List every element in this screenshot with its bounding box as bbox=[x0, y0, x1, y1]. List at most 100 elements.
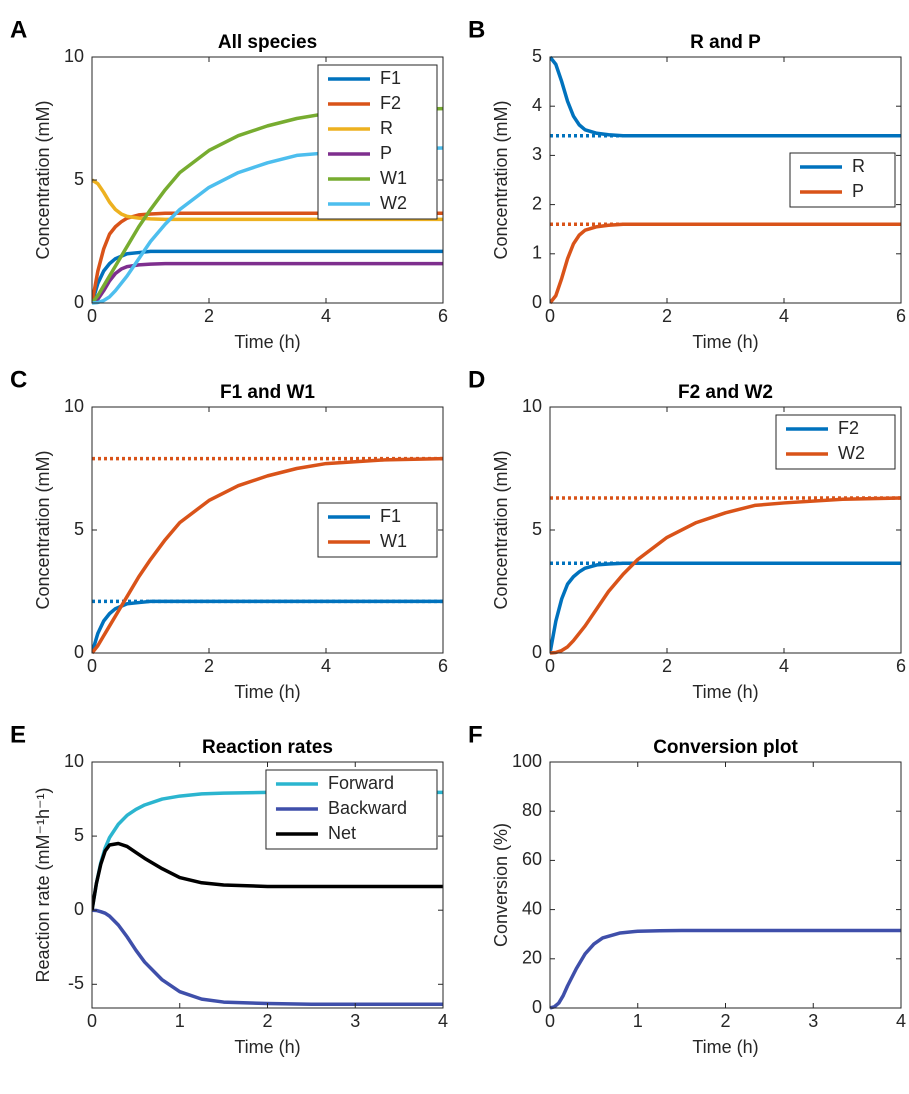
x-tick-label: 6 bbox=[896, 306, 906, 326]
x-tick-label: 3 bbox=[808, 1011, 818, 1031]
y-tick-label: 3 bbox=[532, 144, 542, 164]
y-tick-label: 0 bbox=[532, 642, 542, 662]
series-line bbox=[92, 456, 443, 655]
legend-box bbox=[317, 502, 438, 558]
panel-label: B bbox=[468, 16, 485, 43]
legend-label: W2 bbox=[838, 443, 865, 463]
y-tick-label: 5 bbox=[532, 46, 542, 66]
x-axis-label: Time (h) bbox=[692, 332, 758, 352]
series-line bbox=[92, 841, 443, 911]
legend-label: R bbox=[380, 118, 393, 138]
y-tick-label: 40 bbox=[522, 898, 542, 918]
legend-label: Backward bbox=[328, 798, 407, 818]
y-tick-label: 60 bbox=[522, 849, 542, 869]
x-tick-label: 4 bbox=[321, 656, 331, 676]
series-line bbox=[550, 561, 901, 654]
x-tick-label: 1 bbox=[633, 1011, 643, 1031]
legend-label: W1 bbox=[380, 168, 407, 188]
y-tick-label: 100 bbox=[512, 751, 542, 771]
legend-label: P bbox=[852, 181, 864, 201]
x-tick-label: 6 bbox=[896, 656, 906, 676]
x-tick-label: 3 bbox=[350, 1011, 360, 1031]
series-line bbox=[550, 928, 901, 1010]
y-tick-label: 10 bbox=[522, 396, 542, 416]
y-axis-label: Reaction rate (mM⁻¹h⁻¹) bbox=[33, 787, 53, 982]
legend-label: F1 bbox=[380, 68, 401, 88]
x-tick-label: 0 bbox=[87, 1011, 97, 1031]
series-line bbox=[550, 222, 901, 305]
x-tick-label: 2 bbox=[204, 306, 214, 326]
axes-box bbox=[549, 56, 902, 304]
x-axis-label: Time (h) bbox=[692, 1037, 758, 1057]
x-tick-label: 2 bbox=[204, 656, 214, 676]
x-tick-label: 0 bbox=[87, 656, 97, 676]
x-axis-label: Time (h) bbox=[234, 332, 300, 352]
x-tick-label: 4 bbox=[896, 1011, 906, 1031]
x-tick-label: 2 bbox=[662, 656, 672, 676]
legend-label: F2 bbox=[838, 418, 859, 438]
x-tick-label: 0 bbox=[87, 306, 97, 326]
y-tick-label: 2 bbox=[532, 193, 542, 213]
legend-label: R bbox=[852, 156, 865, 176]
y-tick-label: 20 bbox=[522, 948, 542, 968]
y-axis-label: Concentration (mM) bbox=[491, 100, 511, 259]
y-tick-label: 5 bbox=[74, 825, 84, 845]
x-tick-label: 0 bbox=[545, 1011, 555, 1031]
series-line bbox=[92, 106, 443, 305]
series-line bbox=[92, 599, 443, 654]
legend-label: F1 bbox=[380, 506, 401, 526]
y-axis-label: Concentration (mM) bbox=[33, 450, 53, 609]
x-axis-label: Time (h) bbox=[692, 682, 758, 702]
plot-area bbox=[550, 762, 901, 1008]
y-tick-label: 80 bbox=[522, 800, 542, 820]
legend-label: W2 bbox=[380, 193, 407, 213]
legend-label: F2 bbox=[380, 93, 401, 113]
y-tick-label: 0 bbox=[74, 292, 84, 312]
legend-box bbox=[789, 152, 896, 208]
series-line bbox=[92, 211, 443, 304]
panel-label: C bbox=[10, 366, 27, 393]
y-axis-label: Concentration (mM) bbox=[491, 450, 511, 609]
legend-box bbox=[317, 64, 438, 220]
x-axis-label: Time (h) bbox=[234, 1037, 300, 1057]
series-line bbox=[550, 496, 901, 655]
x-tick-label: 4 bbox=[779, 306, 789, 326]
x-tick-label: 2 bbox=[262, 1011, 272, 1031]
x-axis-label: Time (h) bbox=[234, 682, 300, 702]
x-tick-label: 2 bbox=[662, 306, 672, 326]
series-line bbox=[92, 249, 443, 304]
chart-title: Reaction rates bbox=[202, 737, 333, 758]
chart-title: R and P bbox=[690, 32, 761, 53]
panel-label: E bbox=[10, 721, 26, 748]
x-tick-label: 6 bbox=[438, 306, 448, 326]
chart-title: All species bbox=[218, 32, 317, 53]
y-tick-label: 5 bbox=[74, 519, 84, 539]
series-line bbox=[92, 261, 443, 305]
x-tick-label: 0 bbox=[545, 656, 555, 676]
series-line bbox=[92, 178, 443, 222]
y-axis-label: Concentration (mM) bbox=[33, 100, 53, 259]
panel-label: A bbox=[10, 16, 27, 43]
panel: 0 2 4 6 0 1 2 3 4 5 R and P Time (h) Concentration (… bbox=[468, 16, 906, 351]
legend-label: W1 bbox=[380, 531, 407, 551]
x-tick-label: 0 bbox=[545, 306, 555, 326]
series-line bbox=[550, 55, 901, 138]
legend: Forward Backward Net bbox=[265, 769, 438, 850]
panel: 0 2 4 6 0 5 10 F1 and W1 Time (h) Concentration (… bbox=[10, 366, 448, 701]
y-tick-label: 5 bbox=[532, 519, 542, 539]
y-tick-label: 0 bbox=[74, 899, 84, 919]
legend: RP bbox=[789, 152, 896, 208]
y-tick-label: 0 bbox=[74, 642, 84, 662]
y-tick-label: -5 bbox=[68, 973, 84, 993]
legend-label: P bbox=[380, 143, 392, 163]
y-tick-label: 4 bbox=[532, 95, 542, 115]
chart-title: F1 and W1 bbox=[220, 382, 315, 403]
x-tick-label: 4 bbox=[321, 306, 331, 326]
x-tick-label: 4 bbox=[438, 1011, 448, 1031]
series-line bbox=[92, 146, 443, 305]
legend: F1 F2 RP W1 W2 bbox=[317, 64, 438, 220]
y-tick-label: 10 bbox=[64, 396, 84, 416]
x-tick-label: 4 bbox=[779, 656, 789, 676]
